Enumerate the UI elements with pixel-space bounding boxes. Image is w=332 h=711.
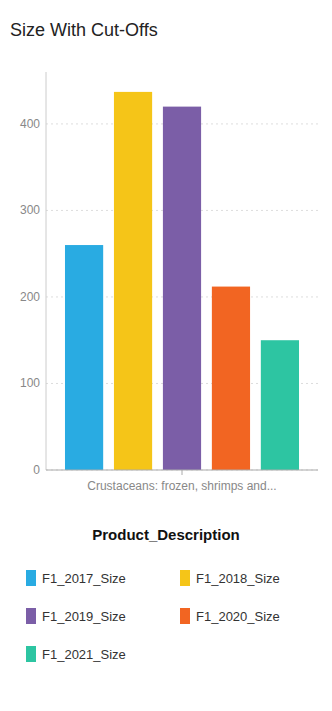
legend-label: F1_2021_Size	[42, 647, 126, 662]
legend-swatch	[180, 608, 190, 624]
y-tick-label: 400	[20, 117, 40, 131]
legend-swatch	[26, 608, 36, 624]
bar	[65, 245, 103, 470]
chart: Size With Cut-Offs 0 100 200 300 400 Crustacea…	[0, 0, 332, 711]
x-tick	[182, 470, 183, 475]
y-tick-label: 300	[20, 203, 40, 217]
bar	[212, 287, 250, 470]
x-tick-label: Crustaceans: frozen, shrimps and...	[87, 479, 276, 493]
y-axis-line	[46, 72, 47, 470]
legend-swatch	[26, 570, 36, 586]
y-tick-label: 0	[33, 463, 40, 477]
bar	[261, 340, 299, 470]
title: Size With Cut-Offs	[10, 20, 158, 40]
legend-label: F1_2017_Size	[42, 571, 126, 586]
x-axis-line	[46, 470, 318, 471]
bars	[65, 92, 299, 470]
legend-label: F1_2019_Size	[42, 609, 126, 624]
y-tick-label: 100	[20, 376, 40, 390]
bar	[163, 107, 201, 470]
legend-label: F1_2020_Size	[196, 609, 280, 624]
legend-swatch	[26, 646, 36, 662]
grid-line	[46, 470, 318, 471]
bar	[114, 92, 152, 470]
y-tick-label: 200	[20, 290, 40, 304]
legend-label: F1_2018_Size	[196, 571, 280, 586]
legend-swatch	[180, 570, 190, 586]
legend-title: Product_Description	[92, 526, 240, 543]
